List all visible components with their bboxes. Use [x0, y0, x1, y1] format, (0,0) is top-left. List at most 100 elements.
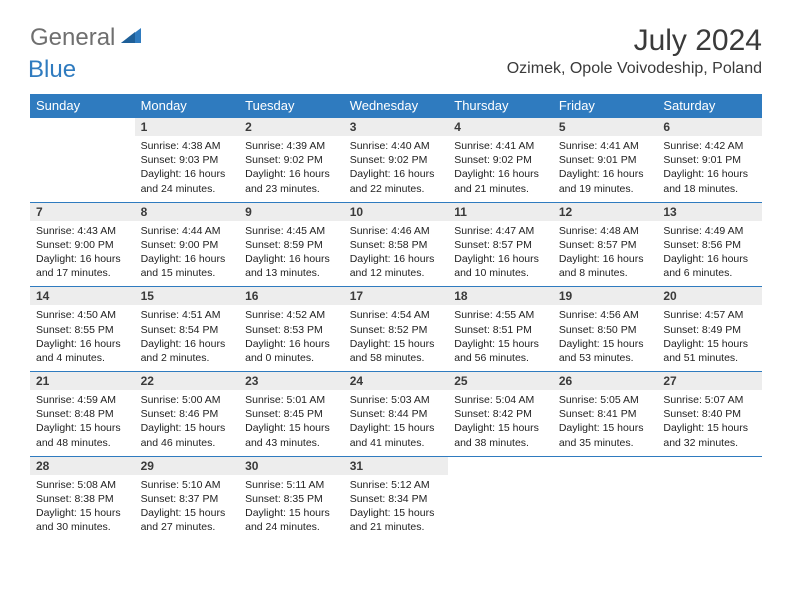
day-number-cell: 22 — [135, 372, 240, 391]
sunset-line: Sunset: 8:49 PM — [663, 323, 756, 337]
day-content-cell: Sunrise: 4:48 AMSunset: 8:57 PMDaylight:… — [553, 221, 658, 287]
day-content-cell: Sunrise: 4:57 AMSunset: 8:49 PMDaylight:… — [657, 305, 762, 371]
daylight-line: Daylight: 16 hours and 21 minutes. — [454, 167, 547, 195]
sunset-line: Sunset: 9:00 PM — [36, 238, 129, 252]
daylight-line: Daylight: 15 hours and 30 minutes. — [36, 506, 129, 534]
day-number-cell: 5 — [553, 118, 658, 137]
sunrise-line: Sunrise: 4:54 AM — [350, 308, 443, 322]
day-content-cell: Sunrise: 4:54 AMSunset: 8:52 PMDaylight:… — [344, 305, 449, 371]
sunset-line: Sunset: 8:41 PM — [559, 407, 652, 421]
day-number-cell: 23 — [239, 372, 344, 391]
sunrise-line: Sunrise: 5:05 AM — [559, 393, 652, 407]
day-number-row: 123456 — [30, 118, 762, 137]
daylight-line: Daylight: 16 hours and 10 minutes. — [454, 252, 547, 280]
day-number-cell: 18 — [448, 287, 553, 306]
day-content-cell: Sunrise: 4:42 AMSunset: 9:01 PMDaylight:… — [657, 136, 762, 202]
day-content-cell: Sunrise: 5:11 AMSunset: 8:35 PMDaylight:… — [239, 475, 344, 541]
sunrise-line: Sunrise: 4:38 AM — [141, 139, 234, 153]
weekday-header: Thursday — [448, 94, 553, 118]
daylight-line: Daylight: 15 hours and 51 minutes. — [663, 337, 756, 365]
day-content-cell — [30, 136, 135, 202]
sunrise-line: Sunrise: 5:04 AM — [454, 393, 547, 407]
day-content-cell: Sunrise: 5:05 AMSunset: 8:41 PMDaylight:… — [553, 390, 658, 456]
day-content-cell: Sunrise: 5:01 AMSunset: 8:45 PMDaylight:… — [239, 390, 344, 456]
day-content-cell: Sunrise: 4:39 AMSunset: 9:02 PMDaylight:… — [239, 136, 344, 202]
sunset-line: Sunset: 8:34 PM — [350, 492, 443, 506]
day-number-row: 78910111213 — [30, 202, 762, 221]
daylight-line: Daylight: 16 hours and 0 minutes. — [245, 337, 338, 365]
sunrise-line: Sunrise: 4:45 AM — [245, 224, 338, 238]
day-number-cell: 8 — [135, 202, 240, 221]
sunset-line: Sunset: 8:48 PM — [36, 407, 129, 421]
sunset-line: Sunset: 8:42 PM — [454, 407, 547, 421]
day-content-cell: Sunrise: 4:41 AMSunset: 9:01 PMDaylight:… — [553, 136, 658, 202]
daylight-line: Daylight: 15 hours and 56 minutes. — [454, 337, 547, 365]
daylight-line: Daylight: 15 hours and 43 minutes. — [245, 421, 338, 449]
day-content-cell: Sunrise: 4:56 AMSunset: 8:50 PMDaylight:… — [553, 305, 658, 371]
day-number-cell: 30 — [239, 456, 344, 475]
daylight-line: Daylight: 16 hours and 12 minutes. — [350, 252, 443, 280]
day-content-cell — [657, 475, 762, 541]
daylight-line: Daylight: 16 hours and 17 minutes. — [36, 252, 129, 280]
sunset-line: Sunset: 8:58 PM — [350, 238, 443, 252]
day-number-cell: 13 — [657, 202, 762, 221]
day-content-cell: Sunrise: 4:46 AMSunset: 8:58 PMDaylight:… — [344, 221, 449, 287]
logo-text-blue: Blue — [28, 56, 76, 84]
day-number-cell: 9 — [239, 202, 344, 221]
day-content-cell: Sunrise: 5:03 AMSunset: 8:44 PMDaylight:… — [344, 390, 449, 456]
sunset-line: Sunset: 8:40 PM — [663, 407, 756, 421]
day-content-cell: Sunrise: 4:41 AMSunset: 9:02 PMDaylight:… — [448, 136, 553, 202]
calendar-table: Sunday Monday Tuesday Wednesday Thursday… — [30, 94, 762, 540]
sunrise-line: Sunrise: 5:03 AM — [350, 393, 443, 407]
sunrise-line: Sunrise: 4:40 AM — [350, 139, 443, 153]
sunset-line: Sunset: 8:51 PM — [454, 323, 547, 337]
sunrise-line: Sunrise: 4:41 AM — [559, 139, 652, 153]
daylight-line: Daylight: 16 hours and 4 minutes. — [36, 337, 129, 365]
day-content-cell: Sunrise: 5:12 AMSunset: 8:34 PMDaylight:… — [344, 475, 449, 541]
daylight-line: Daylight: 15 hours and 53 minutes. — [559, 337, 652, 365]
day-number-cell: 3 — [344, 118, 449, 137]
sunrise-line: Sunrise: 4:59 AM — [36, 393, 129, 407]
sunrise-line: Sunrise: 4:51 AM — [141, 308, 234, 322]
day-content-cell: Sunrise: 4:52 AMSunset: 8:53 PMDaylight:… — [239, 305, 344, 371]
daylight-line: Daylight: 15 hours and 32 minutes. — [663, 421, 756, 449]
sunset-line: Sunset: 8:56 PM — [663, 238, 756, 252]
daylight-line: Daylight: 15 hours and 27 minutes. — [141, 506, 234, 534]
day-number-cell — [657, 456, 762, 475]
day-number-cell: 10 — [344, 202, 449, 221]
day-number-row: 28293031 — [30, 456, 762, 475]
day-number-cell — [30, 118, 135, 137]
day-content-cell: Sunrise: 5:04 AMSunset: 8:42 PMDaylight:… — [448, 390, 553, 456]
day-content-cell: Sunrise: 5:08 AMSunset: 8:38 PMDaylight:… — [30, 475, 135, 541]
sunrise-line: Sunrise: 4:44 AM — [141, 224, 234, 238]
sunrise-line: Sunrise: 4:42 AM — [663, 139, 756, 153]
day-content-cell: Sunrise: 4:40 AMSunset: 9:02 PMDaylight:… — [344, 136, 449, 202]
daylight-line: Daylight: 15 hours and 38 minutes. — [454, 421, 547, 449]
daylight-line: Daylight: 16 hours and 8 minutes. — [559, 252, 652, 280]
sunset-line: Sunset: 9:01 PM — [559, 153, 652, 167]
daylight-line: Daylight: 15 hours and 46 minutes. — [141, 421, 234, 449]
sunrise-line: Sunrise: 4:50 AM — [36, 308, 129, 322]
sunrise-line: Sunrise: 4:43 AM — [36, 224, 129, 238]
sunrise-line: Sunrise: 4:47 AM — [454, 224, 547, 238]
day-number-cell: 11 — [448, 202, 553, 221]
sunrise-line: Sunrise: 4:48 AM — [559, 224, 652, 238]
day-number-cell — [448, 456, 553, 475]
day-content-cell: Sunrise: 4:50 AMSunset: 8:55 PMDaylight:… — [30, 305, 135, 371]
day-number-cell: 29 — [135, 456, 240, 475]
day-content-cell: Sunrise: 5:10 AMSunset: 8:37 PMDaylight:… — [135, 475, 240, 541]
day-number-cell: 2 — [239, 118, 344, 137]
sunset-line: Sunset: 9:00 PM — [141, 238, 234, 252]
day-number-cell: 12 — [553, 202, 658, 221]
sunrise-line: Sunrise: 4:46 AM — [350, 224, 443, 238]
sunset-line: Sunset: 8:46 PM — [141, 407, 234, 421]
day-content-row: Sunrise: 4:43 AMSunset: 9:00 PMDaylight:… — [30, 221, 762, 287]
sunset-line: Sunset: 8:54 PM — [141, 323, 234, 337]
sunset-line: Sunset: 8:57 PM — [559, 238, 652, 252]
day-number-cell — [553, 456, 658, 475]
day-number-cell: 7 — [30, 202, 135, 221]
day-number-cell: 25 — [448, 372, 553, 391]
sunrise-line: Sunrise: 4:57 AM — [663, 308, 756, 322]
day-number-cell: 1 — [135, 118, 240, 137]
month-year-title: July 2024 — [507, 24, 762, 58]
